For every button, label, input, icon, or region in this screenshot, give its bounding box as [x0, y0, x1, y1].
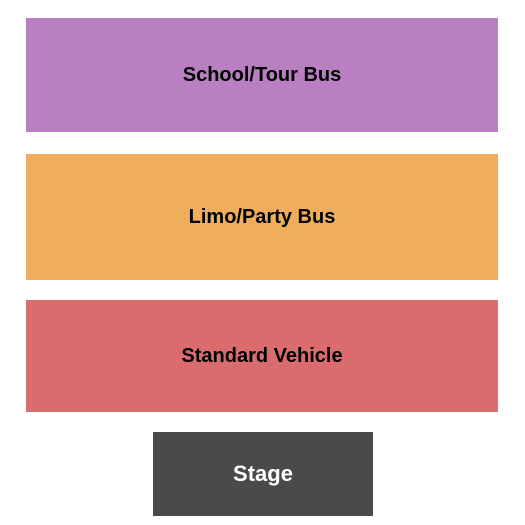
section-label: School/Tour Bus [183, 64, 342, 87]
section-standard-vehicle[interactable]: Standard Vehicle [26, 300, 498, 412]
section-school-tour-bus[interactable]: School/Tour Bus [26, 18, 498, 132]
section-stage: Stage [153, 432, 373, 516]
section-label: Standard Vehicle [181, 345, 342, 368]
section-label: Limo/Party Bus [189, 206, 336, 229]
section-label: Stage [233, 461, 293, 487]
section-limo-party-bus[interactable]: Limo/Party Bus [26, 154, 498, 280]
